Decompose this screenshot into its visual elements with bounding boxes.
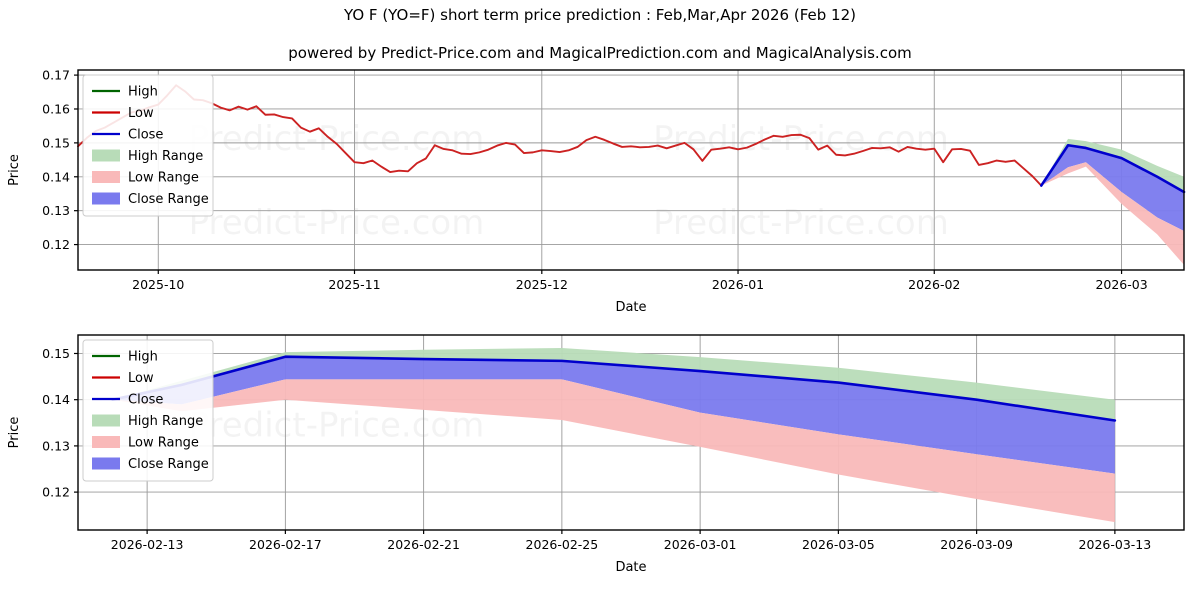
svg-text:Predict-Price.com: Predict-Price.com [189,203,485,243]
legend-label: Close [128,128,163,143]
legend: High Low Close High Range Low Range Close Ran… [82,74,214,217]
legend-item-close-range: Close Range [92,192,209,207]
legend-label: Low Range [128,171,199,186]
x-axis-title: Date [615,560,646,575]
band-low-range [112,379,1115,523]
legend-label: High Range [128,414,203,429]
series-close [1039,143,1186,194]
legend-label: Close Range [128,457,209,472]
x-tick-label: 2026-01 [712,277,764,292]
x-tick-label: 2026-03-09 [940,537,1013,552]
legend-patch-swatch [92,171,120,183]
bottom-chart-panel: Predict-Price.comPredict-Price.com0.120.… [0,333,1200,600]
legend: High Low Close High Range Low Range Close Ran… [82,339,214,482]
y-tick-label: 0.12 [42,237,70,252]
y-tick-label: 0.14 [42,392,70,407]
legend-patch-swatch [92,414,120,427]
x-tick-label: 2026-03-01 [664,537,737,552]
legend-item-close-range: Close Range [92,457,209,472]
y-axis-title: Price [7,417,22,449]
y-tick-label: 0.13 [42,438,70,453]
legend-item-high-range: High Range [92,414,203,429]
x-tick-label: 2026-03-13 [1079,537,1152,552]
y-tick-label: 0.13 [42,203,70,218]
y-tick-label: 0.15 [42,135,70,150]
plot-frame [77,334,1185,531]
svg-text:Predict-Price.com: Predict-Price.com [189,405,485,445]
band-high-range [1041,138,1184,193]
series-close [111,355,1117,422]
plot-frame [77,69,1185,271]
x-tick-label: 2025-12 [516,277,568,292]
legend-label: Close [128,393,163,408]
legend-item-close: Close [92,393,163,408]
y-axis-ticks: 0.12 0.13 0.14 0.15 [42,346,78,500]
x-tick-label: 2026-03-05 [802,537,875,552]
page-title: YO F (YO=F) short term price prediction … [344,6,856,24]
page-subtitle: powered by Predict-Price.com and Magical… [288,44,912,62]
watermark: Predict-Price.com Predict-Price.com Predic… [189,119,949,243]
legend-item-low: Low [92,371,154,386]
legend-item-high: High [92,85,158,100]
series-lines [111,355,1117,422]
y-tick-label: 0.17 [42,68,70,83]
x-axis-ticks: 2026-02-13 2026-02-17 2026-02-21 2026-02-25… [111,530,1151,552]
y-tick-label: 0.15 [42,346,70,361]
legend-patch-swatch [92,192,120,205]
svg-text:Predict-Price.com: Predict-Price.com [653,203,949,243]
range-bands [1041,138,1184,265]
legend-label: High [128,350,158,365]
y-axis-title: Price [7,154,22,186]
y-tick-label: 0.16 [42,101,70,116]
y-axis-ticks: 0.12 0.13 0.14 0.15 0.16 0.17 [42,68,78,252]
x-tick-label: 2026-03 [1095,277,1147,292]
legend-item-high-range: High Range [92,149,203,164]
top-chart: Predict-Price.com Predict-Price.com Predic… [7,68,1186,315]
x-tick-label: 2025-11 [328,277,380,292]
legend-patch-swatch [92,149,120,162]
x-tick-label: 2026-02 [908,277,960,292]
legend-patch-swatch [92,457,120,470]
legend-label: High [128,85,158,100]
x-tick-label: 2026-02-21 [387,537,460,552]
x-axis-ticks: 2025-10 2025-11 2025-12 2026-01 2026-02 2026-… [132,270,1148,292]
x-tick-label: 2026-02-13 [111,537,184,552]
band-high-range [112,347,1115,421]
x-tick-label: 2026-02-17 [249,537,322,552]
legend-item-low-range: Low Range [92,171,199,186]
legend-label: Low [128,106,154,121]
legend-item-low: Low [92,106,154,121]
series-lines [77,84,1186,194]
bottom-chart: Predict-Price.comPredict-Price.com0.120.… [7,334,1185,575]
legend-item-high: High [92,350,158,365]
y-tick-label: 0.14 [42,169,70,184]
series-low [77,84,1043,187]
legend-label: Low [128,371,154,386]
y-tick-label: 0.12 [42,485,70,500]
legend-patch-swatch [92,436,120,448]
legend-label: Close Range [128,192,209,207]
svg-text:Predict-Price.com: Predict-Price.com [653,119,949,159]
gridlines [78,70,1184,270]
legend-item-low-range: Low Range [92,436,199,451]
legend-label: Low Range [128,436,199,451]
x-tick-label: 2025-10 [132,277,184,292]
x-tick-label: 2026-02-25 [526,537,599,552]
top-chart-panel: Predict-Price.com Predict-Price.com Predic… [0,68,1200,326]
svg-text:Predict-Price.com: Predict-Price.com [189,119,485,159]
legend-item-close: Close [92,128,163,143]
band-close-range [1041,145,1184,232]
legend-label: High Range [128,149,203,164]
x-axis-title: Date [615,300,646,315]
